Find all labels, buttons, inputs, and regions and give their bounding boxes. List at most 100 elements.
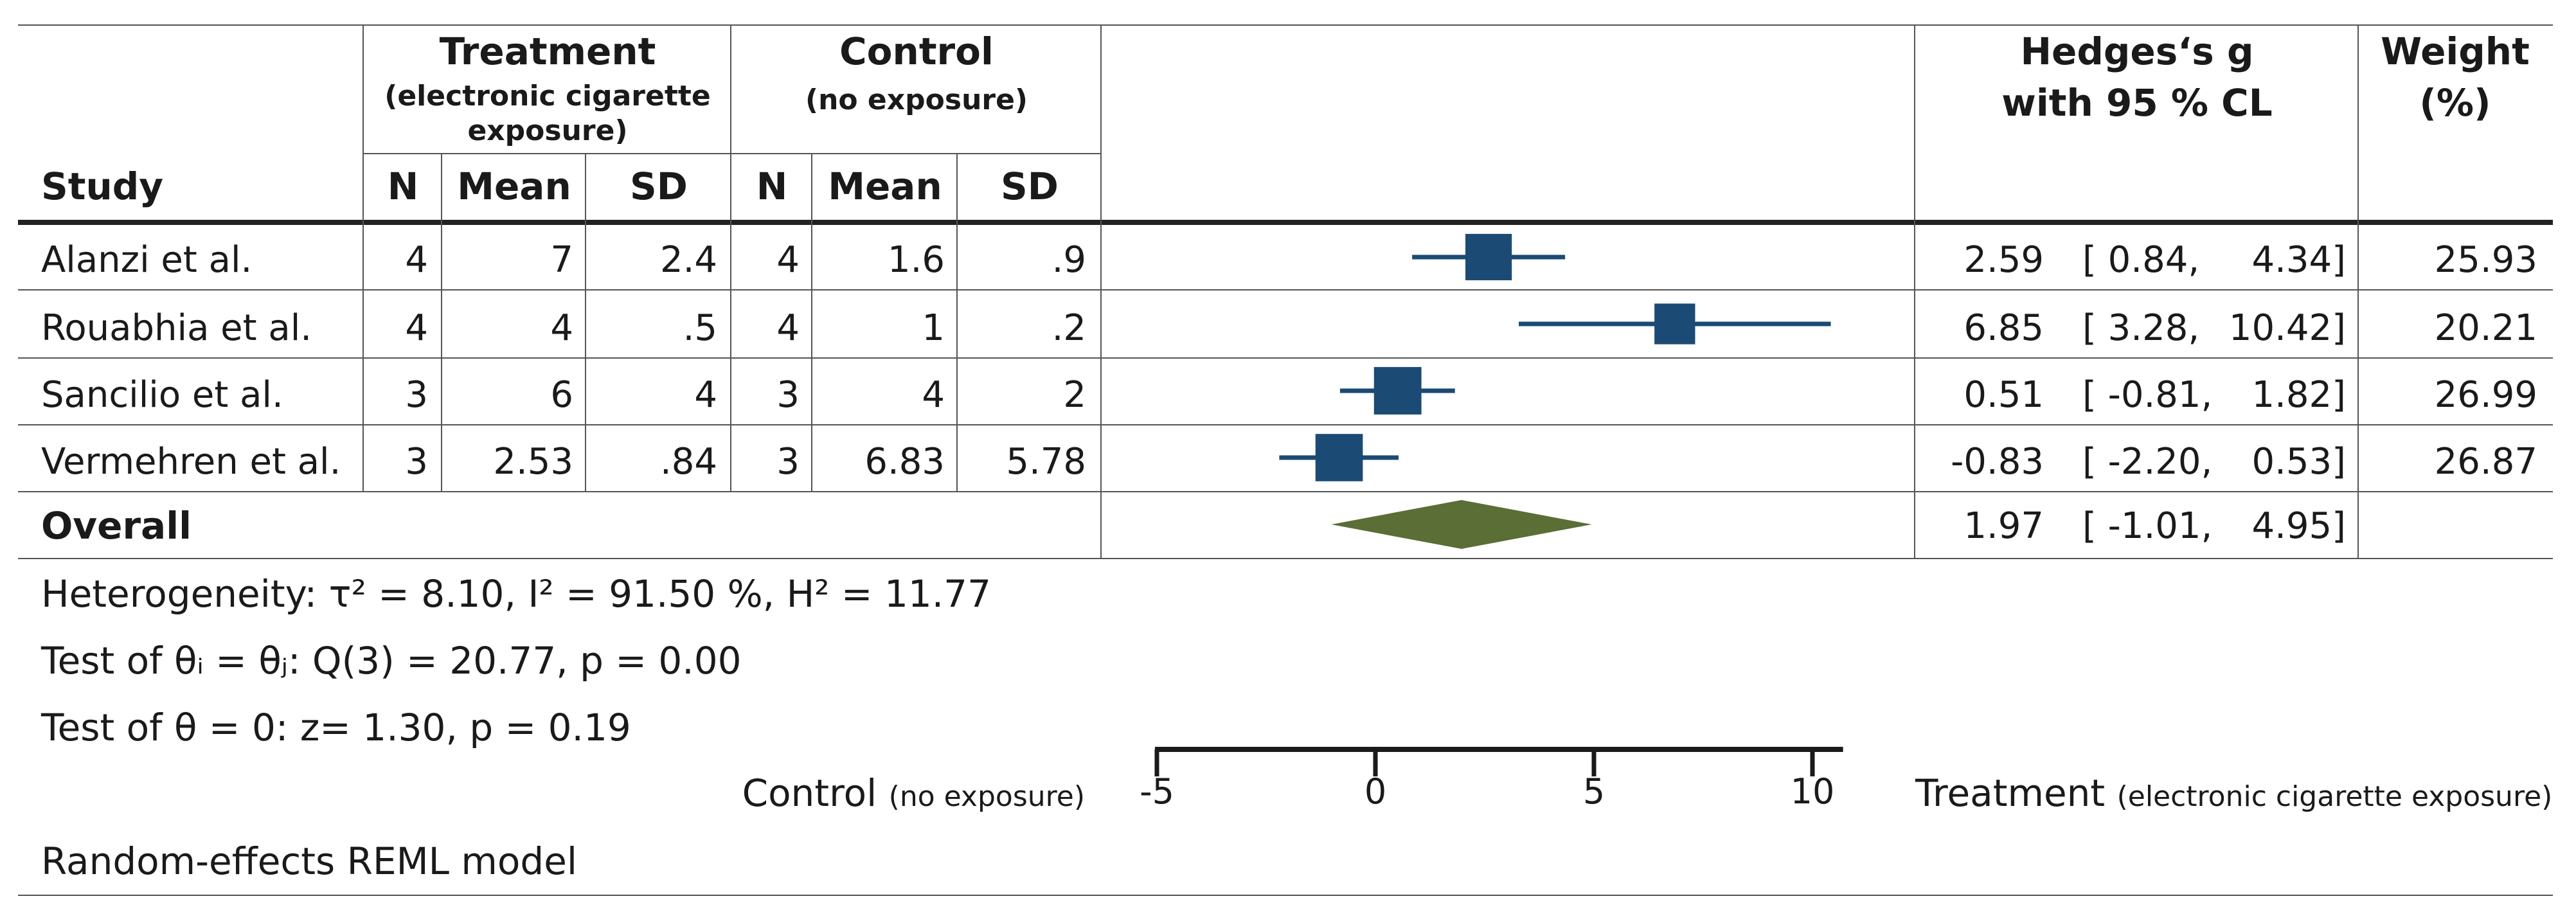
header-bottom-rule: [18, 220, 2553, 225]
subheader-rule: [364, 153, 1102, 154]
cell-lo: [ -2.20,: [2082, 441, 2213, 483]
x-tick-label: -5: [1140, 771, 1174, 812]
col-t-n: N: [387, 165, 419, 208]
row-rule-2: [18, 357, 2553, 359]
cell-g: 0.51: [1963, 374, 2044, 416]
cell-lo: [ -0.81,: [2082, 374, 2213, 416]
effect-header-1: Hedges‘s g: [2020, 30, 2254, 73]
cell-study: Sancilio et al.: [41, 374, 283, 416]
point-estimate-1: [1465, 233, 1512, 281]
cell-hi: 4.34]: [2251, 239, 2346, 281]
col-c-mean: Mean: [828, 165, 942, 208]
cell-c-sd: 5.78: [1006, 441, 1086, 483]
cell-weight: 25.93: [2434, 239, 2537, 281]
axis-right-sub: (electronic cigarette exposure): [2116, 780, 2553, 813]
test-equal-text: Test of θᵢ = θⱼ: Q(3) = 20.77, p = 0.00: [41, 639, 742, 683]
cell-lo: [ 3.28,: [2082, 307, 2200, 349]
cell-c-n: 3: [776, 374, 800, 416]
cell-c-n: 4: [776, 307, 800, 349]
weight-header-1: Weight: [2381, 30, 2530, 73]
cell-hi: 1.82]: [2251, 374, 2346, 416]
x-tick-label: 0: [1364, 771, 1387, 812]
cell-c-sd: 2: [1063, 374, 1086, 416]
cell-g: 6.85: [1963, 307, 2044, 349]
weight-header-2: (%): [2419, 81, 2491, 125]
cell-t-n: 4: [405, 307, 428, 349]
cell-c-sd: .2: [1051, 307, 1086, 349]
axis-right-caption: Treatment (electronic cigarette exposure…: [1915, 771, 2552, 815]
overall-label: Overall: [41, 504, 192, 548]
model-text: Random-effects REML model: [41, 839, 578, 883]
point-estimate-2: [1654, 303, 1695, 344]
cell-t-n: 3: [405, 374, 428, 416]
cell-study: Vermehren et al.: [41, 441, 341, 483]
vline-c-sd: [956, 153, 958, 491]
col-study: Study: [41, 165, 164, 208]
axis-left-sub: (no exposure): [888, 780, 1085, 813]
vline-plot-right: [1914, 24, 1915, 558]
cell-t-sd: .5: [683, 307, 717, 349]
cell-c-n: 3: [776, 441, 800, 483]
cell-t-sd: .84: [659, 441, 717, 483]
cell-c-mean: 1: [922, 307, 945, 349]
col-c-sd: SD: [1001, 165, 1059, 208]
vline-control: [730, 24, 731, 491]
cell-hi: 10.42]: [2228, 307, 2346, 349]
cell-weight: 20.21: [2434, 307, 2537, 349]
cell-c-mean: 6.83: [864, 441, 945, 483]
cell-lo: [ 0.84,: [2082, 239, 2200, 281]
vline-weight: [2357, 24, 2359, 558]
point-estimate-3: [1373, 367, 1422, 415]
cell-t-mean: 7: [550, 239, 573, 281]
cell-study: Rouabhia et al.: [41, 307, 312, 349]
vline-t-mean: [441, 153, 442, 491]
control-subheader: (no exposure): [805, 84, 1028, 116]
col-t-sd: SD: [630, 165, 688, 208]
overall-g: 1.97: [1963, 505, 2044, 547]
row-rule-3: [18, 424, 2553, 425]
axis-left-caption: Control (no exposure): [742, 771, 1085, 815]
treatment-subheader-2: exposure): [467, 114, 628, 147]
overall-hi: 4.95]: [2251, 505, 2346, 547]
treatment-header: Treatment: [439, 30, 656, 73]
x-tick-label: 10: [1790, 771, 1835, 812]
cell-weight: 26.99: [2434, 374, 2537, 416]
test-zero-text: Test of θ = 0: z= 1.30, p = 0.19: [41, 706, 631, 749]
x-tick-label: 5: [1582, 771, 1606, 812]
cell-t-sd: 4: [694, 374, 717, 416]
top-rule: [18, 24, 2553, 26]
row-rule-1: [18, 289, 2553, 291]
cell-t-n: 4: [405, 239, 428, 281]
cell-g: -0.83: [1951, 441, 2044, 483]
overall-diamond: [1331, 500, 1592, 549]
overall-lo: [ -1.01,: [2082, 505, 2213, 547]
vline-t-sd: [585, 153, 586, 491]
point-estimate-4: [1315, 434, 1363, 481]
col-c-n: N: [756, 165, 788, 208]
col-t-mean: Mean: [457, 165, 571, 208]
effect-header-2: with 95 % CL: [2001, 81, 2273, 125]
bottom-rule: [18, 895, 2553, 896]
cell-t-mean: 4: [550, 307, 573, 349]
axis-right-label: Treatment: [1915, 771, 2106, 815]
cell-weight: 26.87: [2434, 441, 2537, 483]
cell-c-n: 4: [776, 239, 800, 281]
cell-t-n: 3: [405, 441, 428, 483]
vline-plot-left: [1100, 24, 1102, 558]
cell-hi: 0.53]: [2251, 441, 2346, 483]
heterogeneity-text: Heterogeneity: τ² = 8.10, I² = 91.50 %, …: [41, 572, 991, 616]
cell-t-mean: 6: [550, 374, 573, 416]
control-header: Control: [839, 30, 994, 73]
vline-c-mean: [811, 153, 812, 491]
vline-study: [362, 24, 364, 491]
row-rule-5: [18, 558, 2553, 559]
row-rule-4: [18, 491, 2553, 492]
cell-c-mean: 4: [922, 374, 945, 416]
cell-study: Alanzi et al.: [41, 239, 253, 281]
cell-c-sd: .9: [1051, 239, 1086, 281]
treatment-subheader-1: (electronic cigarette: [384, 80, 711, 112]
cell-t-mean: 2.53: [493, 441, 573, 483]
cell-g: 2.59: [1963, 239, 2044, 281]
cell-t-sd: 2.4: [659, 239, 717, 281]
